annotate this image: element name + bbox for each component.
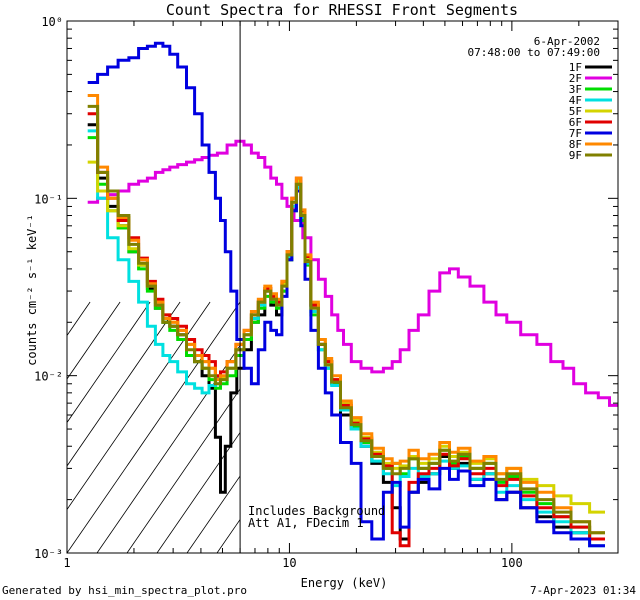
legend-label-9F: 9F [569, 149, 582, 162]
axes: 1 10 100 10⁻³ 10⁻² 10⁻¹ 10⁰ [34, 15, 619, 570]
x-tick-label: 10 [282, 556, 296, 570]
hatch-line [577, 302, 640, 553]
hatch-line [186, 475, 241, 553]
hatch-line [67, 301, 151, 424]
legend-date: 6-Apr-2002 [534, 35, 600, 48]
legend-label-4F: 4F [569, 94, 582, 107]
footer-timestamp: 7-Apr-2023 01:34 [530, 584, 636, 597]
series-2F [87, 139, 618, 407]
series-8F [87, 94, 605, 535]
hatch-line [67, 301, 241, 553]
series-1F [87, 123, 605, 541]
hatch-line [67, 301, 181, 467]
attenuator-hatch-region [67, 301, 640, 553]
legend-label-6F: 6F [569, 116, 582, 129]
hatch-line [67, 301, 211, 511]
series-9F [87, 104, 605, 535]
x-tick-label: 100 [501, 556, 523, 570]
x-tick-label: 1 [63, 556, 70, 570]
legend-label-3F: 3F [569, 83, 582, 96]
x-axis-label: Energy (keV) [301, 576, 388, 590]
y-tick-label: 10⁻² [34, 370, 63, 384]
legend-label-2F: 2F [569, 72, 582, 85]
footer-generated-by: Generated by hsi_min_spectra_plot.pro [2, 584, 248, 597]
hatch-line [607, 302, 640, 553]
series-5F [87, 160, 605, 514]
series-4F [87, 129, 605, 548]
hatch-line [156, 431, 241, 553]
y-axis-label: counts cm⁻² s⁻¹ keV⁻¹ [25, 214, 39, 366]
chart-title: Count Spectra for RHESSI Front Segments [166, 1, 518, 19]
annotation-background: Includes Background [248, 504, 385, 518]
plot-frame [66, 20, 619, 554]
legend-label-7F: 7F [569, 127, 582, 140]
series-7F [87, 41, 605, 548]
hatch-line [126, 388, 241, 553]
legend-label-1F: 1F [569, 61, 582, 74]
hatch-line [96, 344, 241, 553]
y-tick-label: 10⁰ [41, 15, 63, 29]
legend-label-8F: 8F [569, 138, 582, 151]
hatch-line [427, 302, 600, 553]
annotation-attenuator: Att A1, FDecim 1 [248, 516, 364, 530]
y-tick-label: 10⁻³ [34, 547, 63, 561]
hatch-line [67, 301, 121, 380]
y-tick-label: 10⁻¹ [34, 192, 63, 206]
legend-label-5F: 5F [569, 105, 582, 118]
series-layer [87, 41, 618, 548]
legend-time-range: 07:48:00 to 07:49:00 [468, 46, 600, 59]
hatch-line [67, 301, 91, 337]
